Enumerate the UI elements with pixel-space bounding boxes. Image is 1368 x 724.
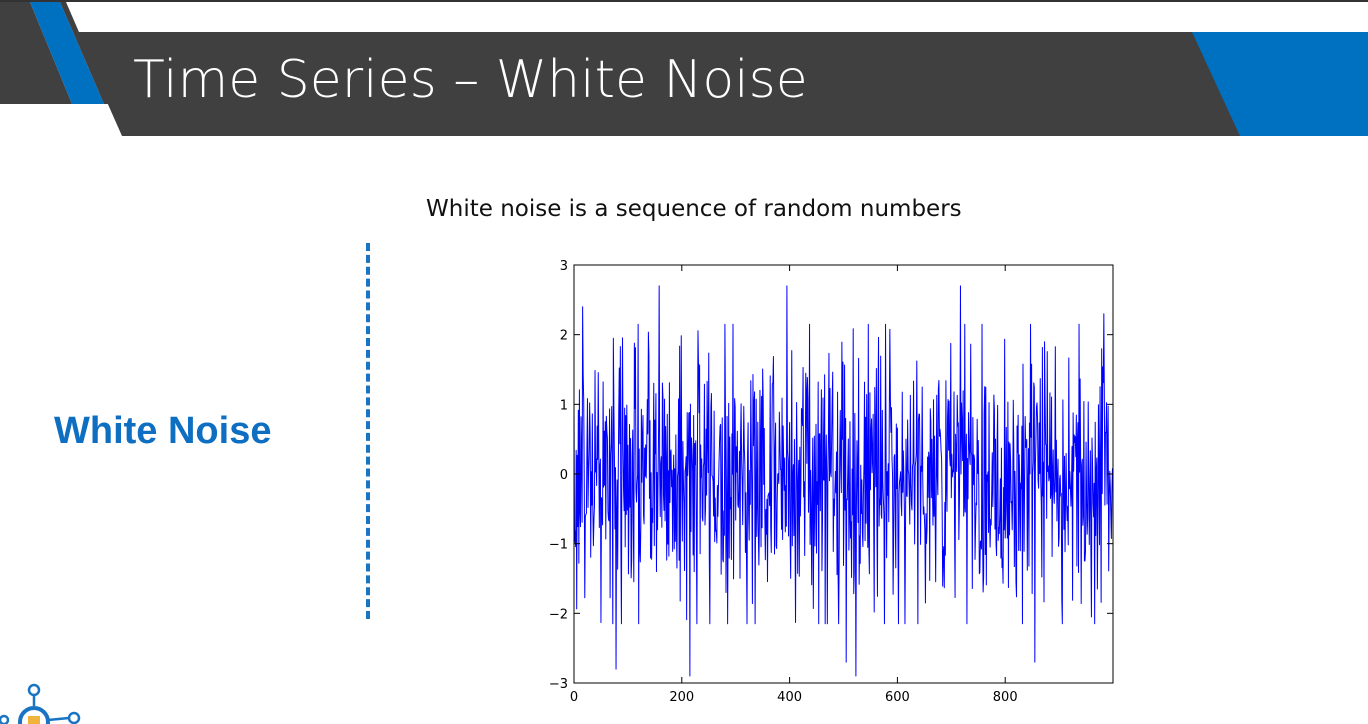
lightbulb-network-icon (0, 683, 81, 724)
y-tick-label: −1 (549, 538, 568, 553)
slide-title: Time Series – White Noise (133, 50, 808, 110)
y-tick-label: 0 (560, 468, 568, 483)
banner-dark-bar (76, 32, 1368, 136)
tick-group: 0 200 400 600 800 3 2 1 0 −1 −2 −3 (549, 259, 1113, 705)
series-line (573, 285, 1113, 677)
y-tick-label: 2 (560, 329, 568, 344)
banner-left-accent (30, 2, 104, 104)
white-noise-label: White Noise (54, 410, 272, 452)
top-border-line (0, 0, 1368, 2)
series-group (573, 285, 1113, 677)
y-tick-label: −2 (549, 607, 568, 622)
x-tick-label: 600 (885, 690, 910, 705)
x-tick-label: 400 (777, 690, 802, 705)
banner-left-dark-block (0, 2, 72, 104)
y-tick-label: −3 (549, 677, 568, 692)
white-noise-chart: 0 200 400 600 800 3 2 1 0 −1 −2 −3 (549, 259, 1114, 705)
y-tick-label: 3 (560, 259, 568, 274)
x-tick-label: 800 (993, 690, 1018, 705)
y-tick-label: 1 (560, 398, 568, 413)
title-banner (0, 2, 1368, 136)
dashed-divider (366, 243, 370, 619)
x-tick-label: 0 (570, 690, 578, 705)
chart-caption: White noise is a sequence of random numb… (426, 196, 962, 222)
banner-right-accent (1192, 32, 1368, 136)
x-tick-label: 200 (669, 690, 694, 705)
